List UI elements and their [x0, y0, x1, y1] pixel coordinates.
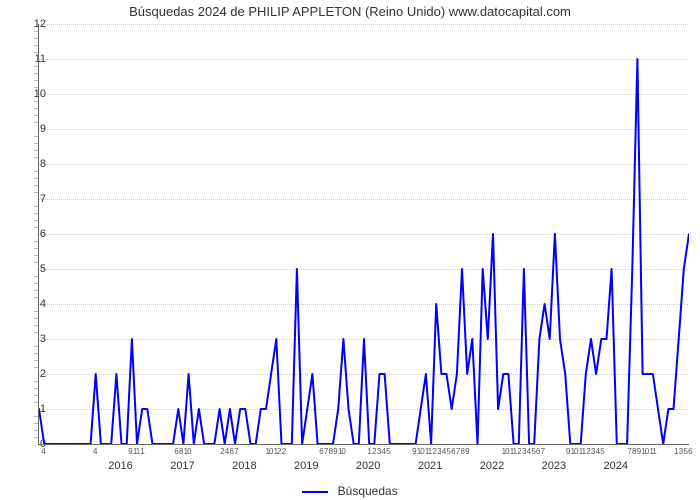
x-minor-label: 4 [41, 447, 44, 456]
chart-title: Búsquedas 2024 de PHILIP APPLETON (Reino… [0, 4, 700, 19]
x-minor-label: 9 11 1 [128, 447, 144, 456]
x-minor-label: 6 8 10 [174, 447, 190, 456]
x-year-label: 2020 [356, 460, 380, 472]
x-year-label: 2021 [418, 460, 442, 472]
x-year-label: 2018 [232, 460, 256, 472]
x-minor-label: 1 3 5 6 [674, 447, 691, 456]
legend-label: Búsquedas [338, 484, 398, 498]
x-minor-label: 6 7 8 9 10 [319, 447, 345, 456]
x-minor-label: 1 2 3 4 5 [367, 447, 389, 456]
x-minor-label: 7 8 9 10 11 [627, 447, 655, 456]
x-minor-label: 9 10 11 2 3 4 5 6 7 8 9 [412, 447, 468, 456]
x-minor-label: 9 10 11 2 3 4 5 [566, 447, 604, 456]
x-year-label: 2022 [480, 460, 504, 472]
legend-swatch [302, 491, 328, 493]
chart-container: Búsquedas 2024 de PHILIP APPLETON (Reino… [0, 0, 700, 500]
x-year-label: 2019 [294, 460, 318, 472]
x-year-label: 2023 [542, 460, 566, 472]
x-minor-label: 2 4 6 7 [220, 447, 237, 456]
x-minor-label: 10 12 2 [265, 447, 285, 456]
x-minor-label: 4 [93, 447, 96, 456]
x-year-label: 2024 [604, 460, 628, 472]
x-minor-label: 10 11 2 3 4 5 6 7 [502, 447, 544, 456]
line-series [39, 24, 689, 444]
plot-area [38, 24, 689, 445]
legend: Búsquedas [0, 484, 700, 498]
x-year-label: 2016 [108, 460, 132, 472]
x-year-label: 2017 [170, 460, 194, 472]
